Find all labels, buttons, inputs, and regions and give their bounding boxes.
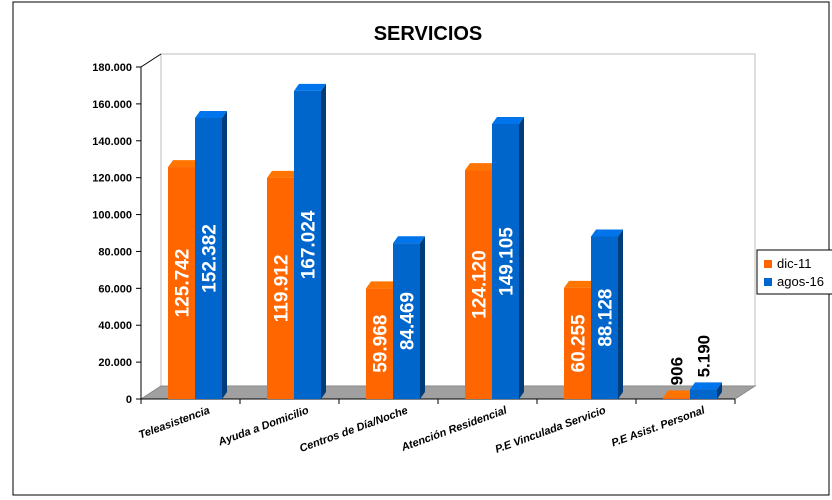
bar-top [591, 229, 623, 237]
bar-top [393, 236, 425, 244]
bar-top [267, 170, 299, 178]
data-label: 88.128 [596, 289, 617, 347]
data-label: 906 [668, 357, 687, 385]
bar-side [222, 110, 227, 399]
bar-top [465, 163, 497, 171]
y-tick-label: 0 [126, 394, 132, 406]
data-label: 149.105 [497, 227, 518, 296]
y-tick-label: 60.000 [98, 283, 132, 295]
data-label: 5.190 [695, 335, 714, 378]
legend-label: agos-16 [777, 274, 824, 289]
bar-front [492, 123, 519, 400]
bar-top [195, 110, 227, 118]
bar-front [294, 90, 321, 400]
bar-side [420, 236, 425, 399]
bar-top [294, 83, 326, 91]
y-tick-label: 40.000 [98, 320, 132, 332]
bar-agos-16 [294, 83, 326, 400]
y-tick-label: 180.000 [92, 62, 132, 74]
legend: dic-11 agos-16 [756, 249, 832, 295]
data-label: 119.912 [272, 255, 293, 323]
data-label: 84.469 [398, 292, 419, 350]
y-tick-label: 140.000 [92, 136, 132, 148]
bar-agos-16 [591, 229, 623, 399]
bar-front [690, 389, 717, 399]
data-label: 60.255 [569, 314, 590, 373]
bar-front [366, 288, 393, 399]
bar-side [519, 116, 524, 400]
bar-agos-16 [393, 236, 425, 399]
plot-area: 0 20.000 40.000 60.000 80.000 100.000 120.000 1… [92, 53, 757, 456]
bar-front [591, 236, 618, 399]
bar-front [465, 170, 492, 399]
bar-agos-16 [492, 116, 524, 400]
bar-side [321, 83, 326, 400]
data-label: 152.382 [200, 224, 221, 293]
legend-box [756, 249, 832, 295]
data-label: 124.120 [470, 250, 491, 319]
bar-top [492, 116, 524, 124]
bar-top [663, 390, 695, 398]
data-label: 59.968 [371, 315, 392, 373]
chart-title: SERVICIOS [374, 23, 483, 45]
y-tick-label: 100.000 [92, 210, 132, 222]
plot-floor [139, 385, 757, 400]
bar-front [393, 243, 420, 399]
data-label: 167.024 [299, 210, 320, 279]
plot-back-wall [160, 53, 756, 387]
bar-top [366, 281, 398, 289]
data-label: 125.742 [173, 249, 194, 318]
bar-front [168, 167, 195, 399]
bar-front [564, 287, 591, 399]
legend-swatch [764, 260, 772, 268]
legend-label: dic-11 [777, 256, 811, 271]
y-tick-label: 20.000 [98, 357, 132, 369]
bar-top [690, 382, 722, 390]
y-axis-depth-line [140, 53, 162, 68]
bar-top [564, 280, 596, 288]
y-tick-label: 80.000 [98, 246, 132, 258]
bar-front [663, 397, 690, 399]
y-tick-label: 120.000 [92, 173, 132, 185]
bar-agos-16 [195, 110, 227, 399]
bar-side [618, 229, 623, 399]
legend-swatch [764, 278, 772, 286]
bar-agos-16 [690, 382, 722, 399]
y-tick-label: 160.000 [92, 99, 132, 111]
bar-front [195, 117, 222, 399]
bar-top [168, 160, 200, 168]
bar-front [267, 177, 294, 399]
bar-side [717, 382, 722, 399]
